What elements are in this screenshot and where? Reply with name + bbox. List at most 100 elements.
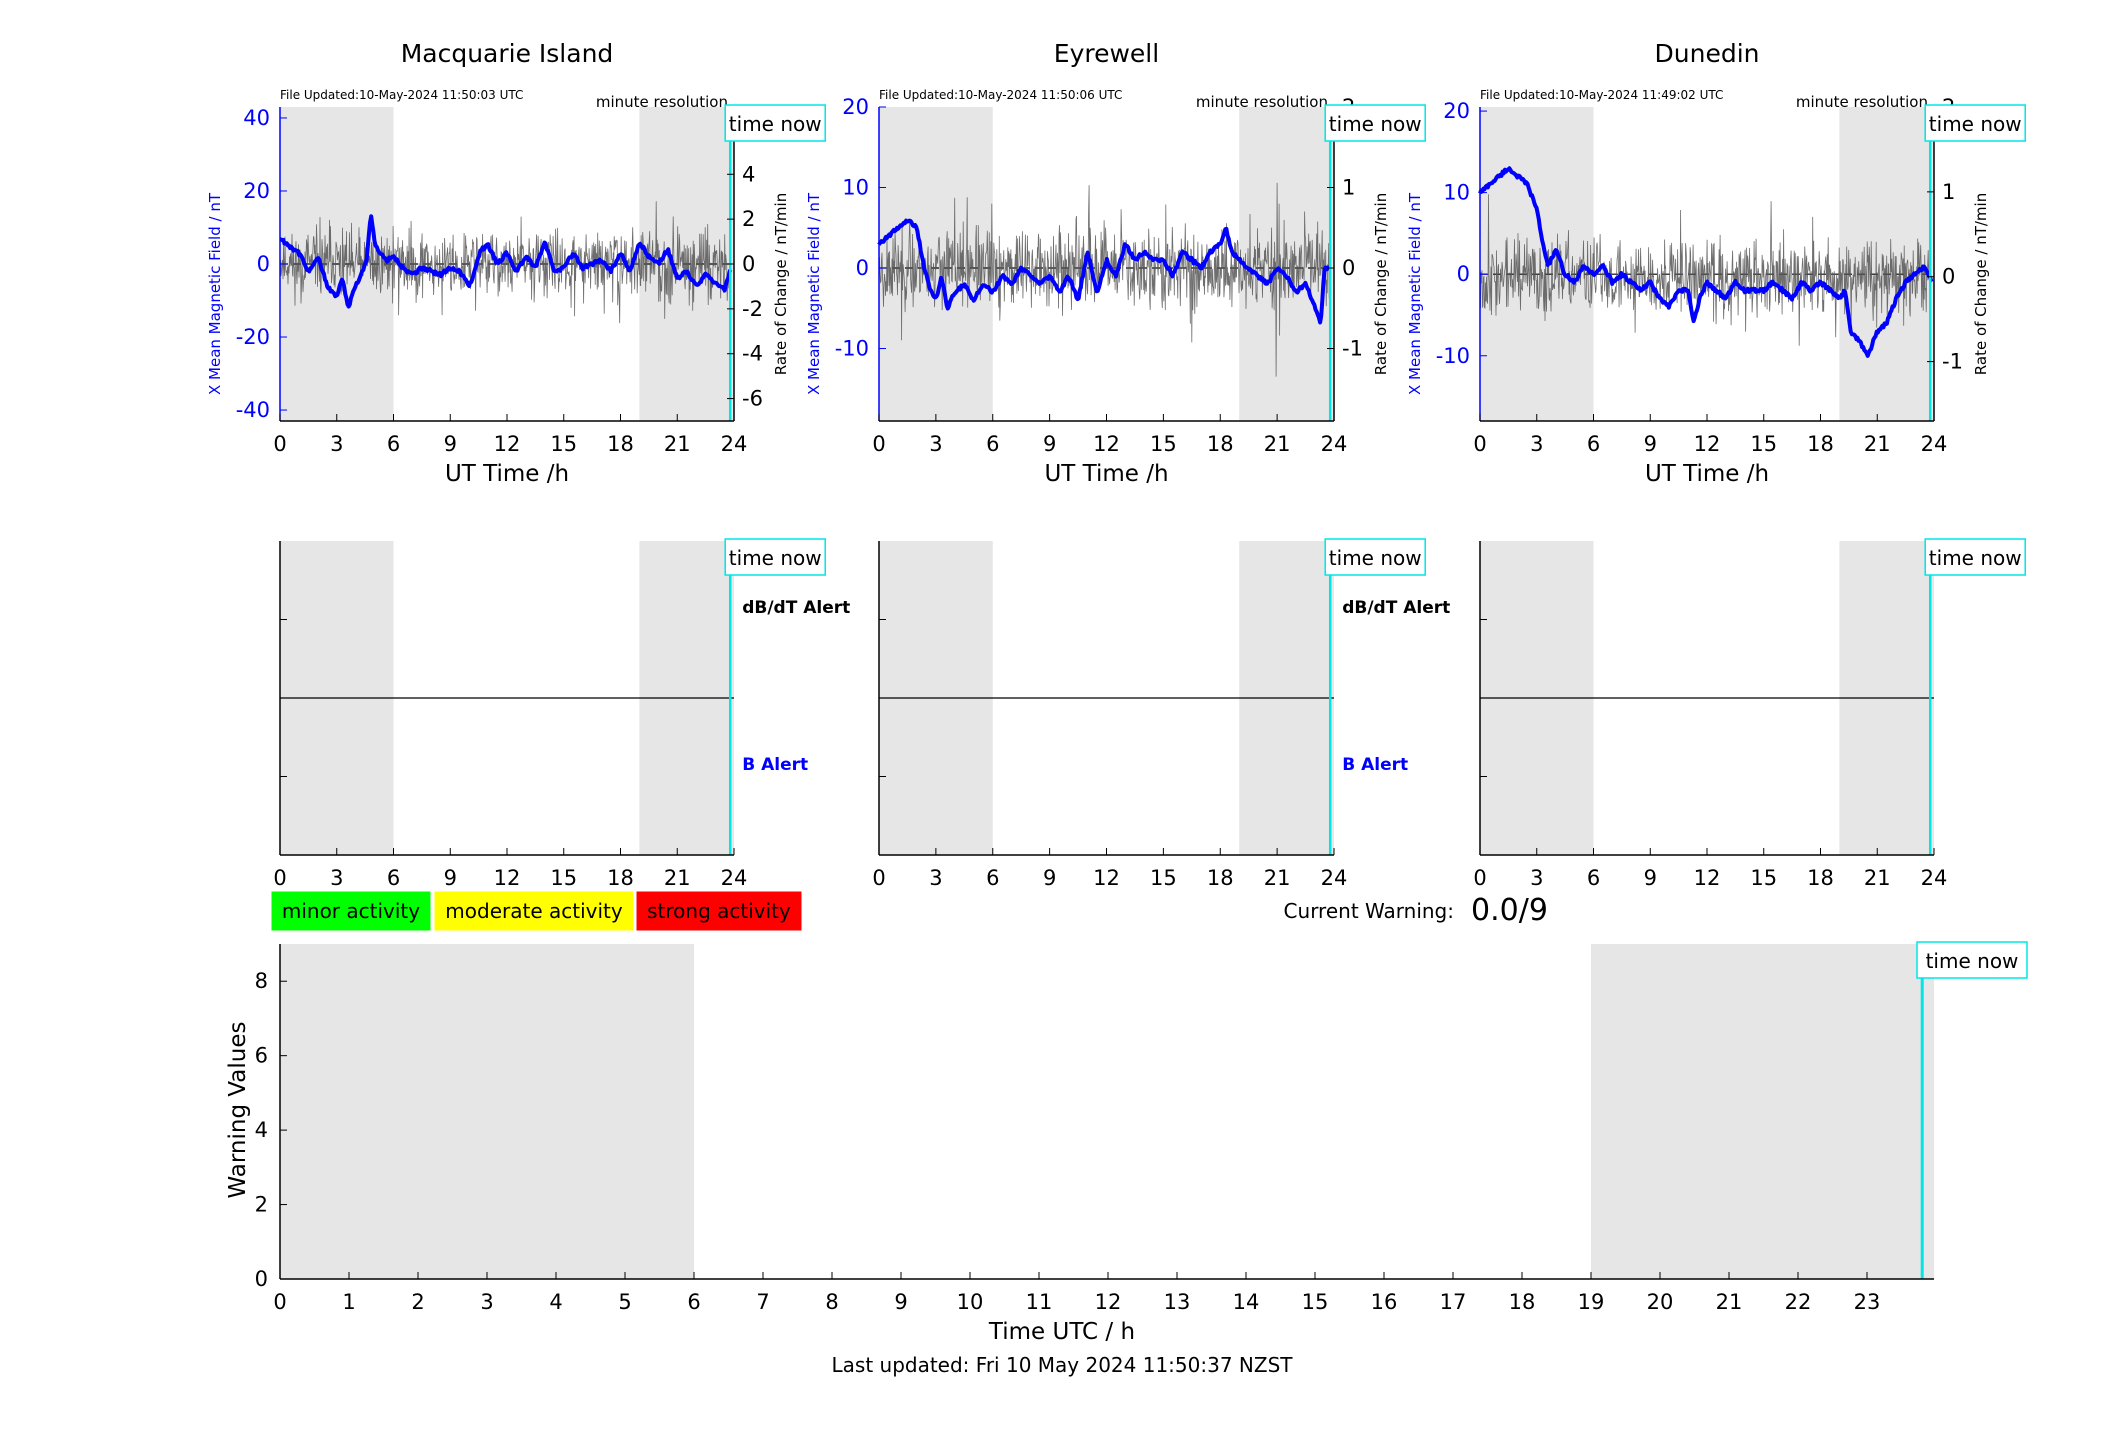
warning-x-tick-label-2: 2 — [411, 1290, 424, 1314]
top-2-yr-tick-label-1: 0 — [1342, 256, 1355, 280]
legend-swatch-1 — [270, 890, 432, 932]
legend-label-3: strong activity — [647, 899, 791, 923]
warning-y-tick-label-0: 0 — [255, 1267, 268, 1291]
warning-x-tick-label-20: 20 — [1647, 1290, 1674, 1314]
alert-3-time-now-label: time now — [1929, 546, 2022, 570]
top-1-ylabel-left: X Mean Magnetic Field / nT — [206, 192, 224, 395]
top-1-x-tick-label-1: 3 — [330, 432, 343, 456]
top-3-yl-tick-label-1: 0 — [1457, 262, 1470, 286]
top-1-yr-tick-label-2: -2 — [742, 297, 763, 321]
top-1-x-tick-label-0: 0 — [273, 432, 286, 456]
top-2-x-tick-label-2: 6 — [986, 432, 999, 456]
warning-y-tick-label-3: 6 — [255, 1044, 268, 1068]
warning-x-tick-label-23: 23 — [1854, 1290, 1881, 1314]
top-1-yl-tick-label-0: -40 — [236, 398, 270, 422]
alert-3-x-tick-label-8: 24 — [1921, 866, 1948, 890]
warning-x-tick-label-4: 4 — [549, 1290, 562, 1314]
top-2-yl-tick-label-0: -10 — [835, 337, 869, 361]
top-3-resolution: minute resolution — [1796, 93, 1928, 111]
top-3-time-now-label: time now — [1929, 112, 2022, 136]
alert-1-x-tick-label-6: 18 — [607, 866, 634, 890]
warning-x-tick-label-17: 17 — [1440, 1290, 1467, 1314]
alert-2-x-tick-label-5: 15 — [1150, 866, 1177, 890]
top-3-yl-tick-label-0: -10 — [1436, 344, 1470, 368]
top-1-yr-tick-label-0: -6 — [742, 387, 763, 411]
alert-1-x-tick-label-5: 15 — [550, 866, 577, 890]
warning-x-tick-label-13: 13 — [1164, 1290, 1191, 1314]
top-2-xlabel: UT Time /h — [1044, 461, 1168, 487]
warning-y-tick-label-1: 2 — [255, 1193, 268, 1217]
warning-y-tick-label-4: 8 — [255, 969, 268, 993]
top-1-time-now-box — [724, 104, 826, 142]
top-2-file-updated: File Updated:10-May-2024 11:50:06 UTC — [879, 88, 1122, 102]
warning-x-tick-label-3: 3 — [480, 1290, 493, 1314]
legend-label-2: moderate activity — [445, 899, 623, 923]
top-3-yl-tick-label-3: 20 — [1443, 99, 1470, 123]
alert-3-x-tick-label-0: 0 — [1473, 866, 1486, 890]
top-2-yr-tick-label-0: -1 — [1342, 337, 1363, 361]
top-1-x-tick-label-3: 9 — [444, 432, 457, 456]
alert-3-x-tick-label-6: 18 — [1807, 866, 1834, 890]
top-1-xlabel: UT Time /h — [445, 461, 569, 487]
warning-x-tick-label-8: 8 — [825, 1290, 838, 1314]
top-3-x-tick-label-4: 12 — [1694, 432, 1721, 456]
last-updated: Last updated: Fri 10 May 2024 11:50:37 N… — [832, 1353, 1294, 1377]
top-2-x-tick-label-8: 24 — [1321, 432, 1348, 456]
warning-night-shade-0 — [280, 944, 694, 1279]
top-1-x-tick-label-5: 15 — [550, 432, 577, 456]
warning-x-tick-label-22: 22 — [1785, 1290, 1812, 1314]
warning-x-tick-label-10: 10 — [957, 1290, 984, 1314]
warning-night-shade-1 — [1591, 944, 1934, 1279]
top-2-time-now-box — [1324, 104, 1426, 142]
top-3-x-tick-label-7: 21 — [1864, 432, 1891, 456]
top-3-ylabel-left: X Mean Magnetic Field / nT — [1406, 192, 1424, 395]
top-1-yl-tick-label-1: -20 — [236, 325, 270, 349]
top-3-yr-tick-label-0: -1 — [1942, 350, 1963, 374]
top-2-time-now-label: time now — [1329, 112, 1422, 136]
top-2-x-tick-label-1: 3 — [929, 432, 942, 456]
alert-2-x-tick-label-0: 0 — [872, 866, 885, 890]
alert-1-x-tick-label-3: 9 — [444, 866, 457, 890]
alert-2-b-alert-label: B Alert — [1342, 755, 1408, 775]
top-1-x-tick-label-6: 18 — [607, 432, 634, 456]
alert-2-x-tick-label-3: 9 — [1043, 866, 1056, 890]
alert-3-time-now-box — [1924, 538, 2026, 576]
top-1-x-tick-label-4: 12 — [494, 432, 521, 456]
warning-x-tick-label-15: 15 — [1302, 1290, 1329, 1314]
top-2-yl-tick-label-1: 0 — [856, 256, 869, 280]
alert-1-x-tick-label-0: 0 — [273, 866, 286, 890]
alert-2-time-now-label: time now — [1329, 546, 1422, 570]
current-warning-label: Current Warning: — [1284, 899, 1454, 923]
top-3-time-now-box — [1924, 104, 2026, 142]
top-2-yr-tick-label-2: 1 — [1342, 176, 1355, 200]
top-1-station-title: Macquarie Island — [401, 39, 614, 68]
top-3-x-tick-label-8: 24 — [1921, 432, 1948, 456]
warning-x-tick-label-0: 0 — [273, 1290, 286, 1314]
top-1-time-now-label: time now — [729, 112, 822, 136]
warning-time-now-label: time now — [1926, 949, 2019, 973]
warning-x-tick-label-7: 7 — [756, 1290, 769, 1314]
top-3-x-tick-label-0: 0 — [1473, 432, 1486, 456]
alert-3-x-tick-label-2: 6 — [1587, 866, 1600, 890]
warning-x-tick-label-16: 16 — [1371, 1290, 1398, 1314]
top-1-yr-tick-label-1: -4 — [742, 342, 763, 366]
top-3-station-title: Dunedin — [1655, 39, 1760, 68]
top-1-resolution: minute resolution — [596, 93, 728, 111]
top-3-yr-tick-label-2: 1 — [1942, 180, 1955, 204]
top-2-station-title: Eyrewell — [1054, 39, 1159, 68]
alert-2-x-tick-label-6: 18 — [1207, 866, 1234, 890]
warning-x-tick-label-12: 12 — [1095, 1290, 1122, 1314]
top-1-yl-tick-label-2: 0 — [257, 252, 270, 276]
top-3-field-series — [1478, 166, 1934, 358]
alert-2-dbdt-alert-label: dB/dT Alert — [1342, 598, 1450, 618]
top-2-ylabel-left: X Mean Magnetic Field / nT — [805, 192, 823, 395]
top-1-x-tick-label-7: 21 — [664, 432, 691, 456]
warning-x-tick-label-14: 14 — [1233, 1290, 1260, 1314]
alert-3-x-tick-label-3: 9 — [1644, 866, 1657, 890]
alert-1-x-tick-label-8: 24 — [721, 866, 748, 890]
top-2-x-tick-label-5: 15 — [1150, 432, 1177, 456]
alert-1-b-alert-label: B Alert — [742, 755, 808, 775]
warning-x-tick-label-1: 1 — [342, 1290, 355, 1314]
alert-2-x-tick-label-7: 21 — [1264, 866, 1291, 890]
